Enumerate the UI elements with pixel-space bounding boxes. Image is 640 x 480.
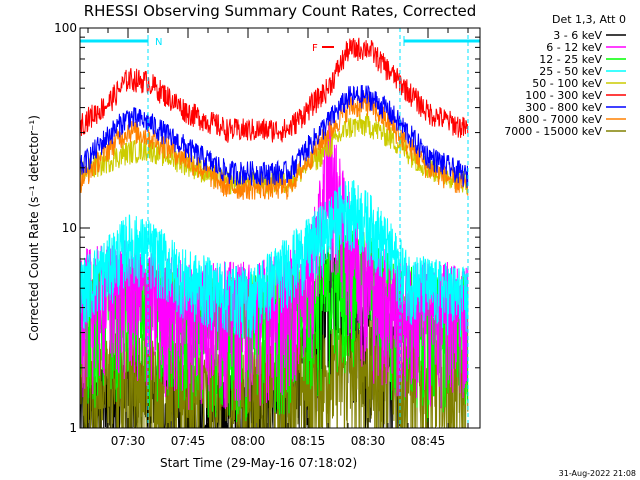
series-line-8	[79, 320, 469, 429]
y-tick-label-0: 1	[69, 421, 77, 435]
legend-label-6: 300 - 800 keV	[525, 101, 602, 114]
flare-label: F	[312, 43, 318, 54]
legend-label-2: 12 - 25 keV	[539, 53, 602, 66]
y-tick-label-1: 10	[62, 221, 77, 235]
timestamp: 31-Aug-2022 21:08	[559, 469, 636, 478]
legend-label-8: 7000 - 15000 keV	[504, 125, 602, 138]
plot-area	[79, 37, 469, 429]
legend-label-5: 100 - 300 keV	[525, 89, 602, 102]
series-line-6	[79, 84, 469, 189]
x-tick-label-4: 08:30	[351, 434, 386, 448]
y-axis: 1 10 100	[54, 21, 480, 435]
x-tick-label-2: 08:00	[231, 434, 266, 448]
series-line-3	[79, 180, 469, 339]
markers-layer: NF	[79, 28, 481, 428]
y-tick-label-2: 100	[54, 21, 77, 35]
legend-label-3: 25 - 50 keV	[539, 65, 602, 78]
x-tick-label-1: 07:45	[171, 434, 206, 448]
x-axis-label: Start Time (29-May-16 07:18:02)	[160, 456, 357, 470]
x-tick-label-0: 07:30	[111, 434, 146, 448]
x-tick-label-5: 08:45	[411, 434, 446, 448]
y-axis-label: Corrected Count Rate (s⁻¹ detector⁻¹)	[27, 115, 41, 341]
series-line-5	[79, 37, 469, 143]
legend-label-4: 50 - 100 keV	[532, 77, 602, 90]
legend-label-7: 800 - 7000 keV	[518, 113, 602, 126]
series-line-7	[79, 92, 469, 200]
x-tick-label-3: 08:15	[291, 434, 326, 448]
legend-label-1: 6 - 12 keV	[546, 41, 602, 54]
night-label: N	[155, 37, 162, 48]
chart-title: RHESSI Observing Summary Count Rates, Co…	[84, 2, 477, 20]
legend-header: Det 1,3, Att 0	[552, 13, 626, 26]
x-axis: 07:30 07:45 08:00 08:15 08:30 08:45	[87, 28, 469, 448]
legend-label-0: 3 - 6 keV	[553, 29, 602, 42]
